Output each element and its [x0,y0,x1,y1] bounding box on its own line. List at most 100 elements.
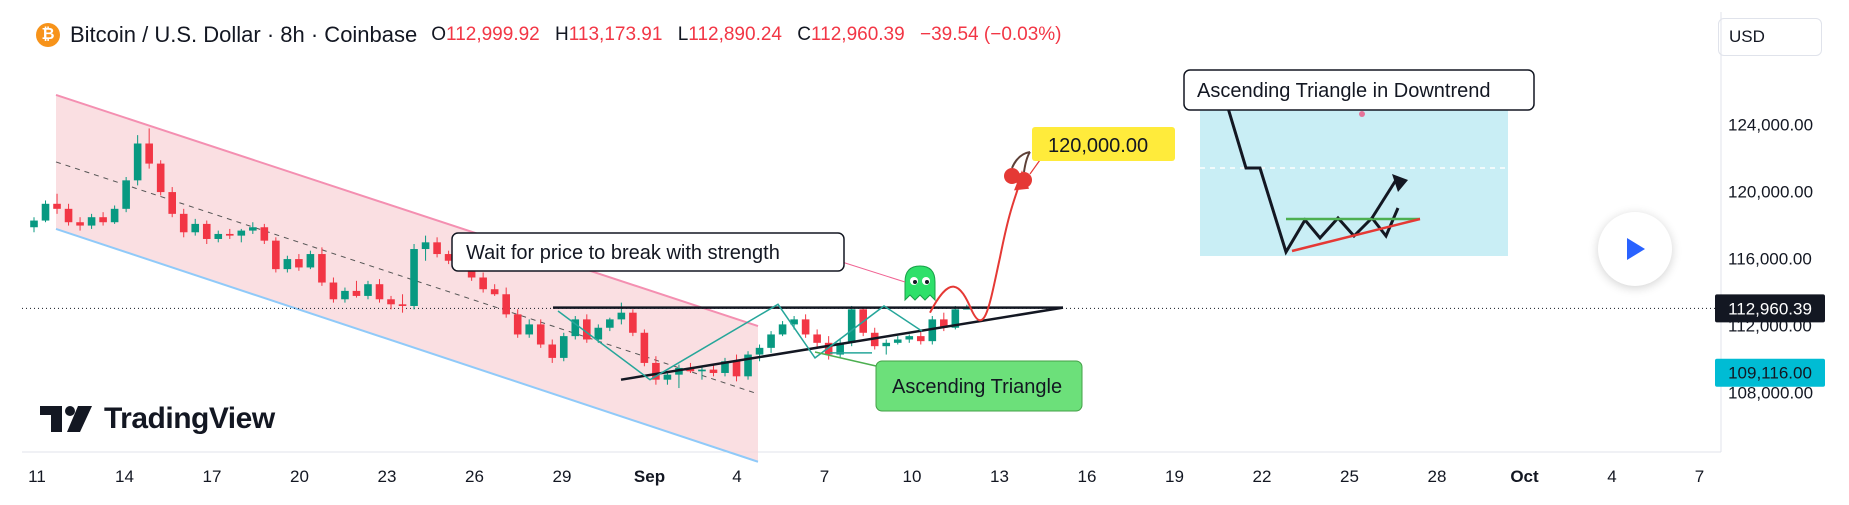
candle-body [122,180,130,209]
candle-body [801,319,810,335]
candle-body [249,227,257,231]
pattern-pointer [814,351,877,367]
candle-body [928,319,937,342]
candle-body [905,336,914,340]
candle-body [364,284,372,296]
candle-body [652,362,660,380]
candle-body [663,374,672,380]
candle-body [836,342,844,355]
candle-body [76,222,84,226]
candle-body [387,299,395,305]
candle-body [110,208,119,223]
close-label: C [797,24,811,45]
triangle-zigzag [557,303,923,381]
candle-body [721,361,729,373]
change-value: −39.54 (−0.03%) [919,24,1062,45]
x-tick-label: 26 [465,467,484,486]
x-tick-label: 20 [290,467,309,486]
candle-body [156,163,165,193]
candle-body [99,217,107,223]
x-tick-label: 29 [553,467,572,486]
high-label: H [555,24,569,45]
candle-body [64,208,73,223]
x-tick-label: 14 [115,467,134,486]
candle-body [755,347,764,355]
x-tick-label: 22 [1253,467,1272,486]
candle-body [145,143,153,164]
candle-body [594,327,603,340]
candle-body [341,290,349,300]
candle-body [375,284,384,300]
target-label-text: 120,000.00 [1048,135,1148,157]
y-tick-label: 108,000.00 [1728,383,1813,402]
x-tick-label: 28 [1428,467,1447,486]
low-label: L [677,24,689,45]
x-tick-label: Oct [1510,467,1539,486]
break-note-box [451,232,845,272]
y-tick-label: 124,000.00 [1728,115,1813,134]
candle-body [352,290,361,296]
x-tick-label: 11 [28,467,46,486]
channel-lower-line [55,227,759,463]
candle-body [41,203,50,221]
candle-body [133,143,142,181]
candle-body [410,249,418,306]
candle-body [686,367,695,372]
candle-body [479,277,487,290]
candle-body [490,289,499,295]
candle-body [606,319,614,328]
current-price-text: 112,960.39 [1728,299,1812,318]
bitcoin-icon: ₿ [36,23,60,47]
low-value: 112,890.24 [688,24,782,45]
candle-body [272,240,280,270]
x-tick-label: 25 [1340,467,1359,486]
x-tick-label: 4 [1607,467,1616,486]
cherry-icon [1004,151,1041,188]
candle-body [790,319,798,325]
candle-body [778,324,787,335]
highlight-price-badge [1715,358,1825,387]
ohlc-readout: O112,999.92 H113,173.91 L112,890.24 C112… [431,24,1061,46]
symbol-header[interactable]: ₿ Bitcoin / U.S. Dollar · 8h · Coinbase … [36,22,1062,48]
descending-channel [56,94,758,462]
pattern-label-box [875,360,1083,412]
candle-body [30,220,38,228]
candle-body [640,332,649,363]
tradingview-logo-icon [40,406,92,432]
candle-body [744,354,752,377]
open-value: 112,999.92 [446,24,540,45]
inset-arrow-head [1392,174,1408,192]
y-tick-label: 116,000.00 [1728,249,1812,268]
inset-price-path [1226,107,1400,256]
candle-body [813,334,821,343]
channel-upper-line [55,93,759,328]
candle-body [617,312,626,320]
inset-dot [1359,111,1365,117]
candle-body [202,223,211,239]
candle-body [548,344,557,358]
play-icon [1627,238,1645,260]
break-note-text: Wait for price to break with strength [466,242,780,264]
x-tick-label: 10 [903,467,922,486]
x-tick-label: 7 [1695,467,1704,486]
current-price-badge [1715,294,1825,323]
x-tick-label: 19 [1165,467,1184,486]
candle-body [225,233,234,236]
candle-body [963,308,971,310]
candle-body [709,369,718,373]
x-tick-label: 23 [378,467,397,486]
candle-body [559,336,568,358]
play-button[interactable] [1598,212,1672,286]
candle-body [444,254,453,261]
candle-body [571,319,580,337]
currency-button[interactable]: USD [1718,18,1822,56]
open-label: O [431,24,447,45]
candle-body [882,342,891,347]
candle-body [536,324,545,345]
candle-body [191,223,200,233]
candle-body [398,304,407,306]
candle-body [583,319,591,340]
inset-box [1200,108,1508,256]
inset-support-line [1291,217,1421,253]
